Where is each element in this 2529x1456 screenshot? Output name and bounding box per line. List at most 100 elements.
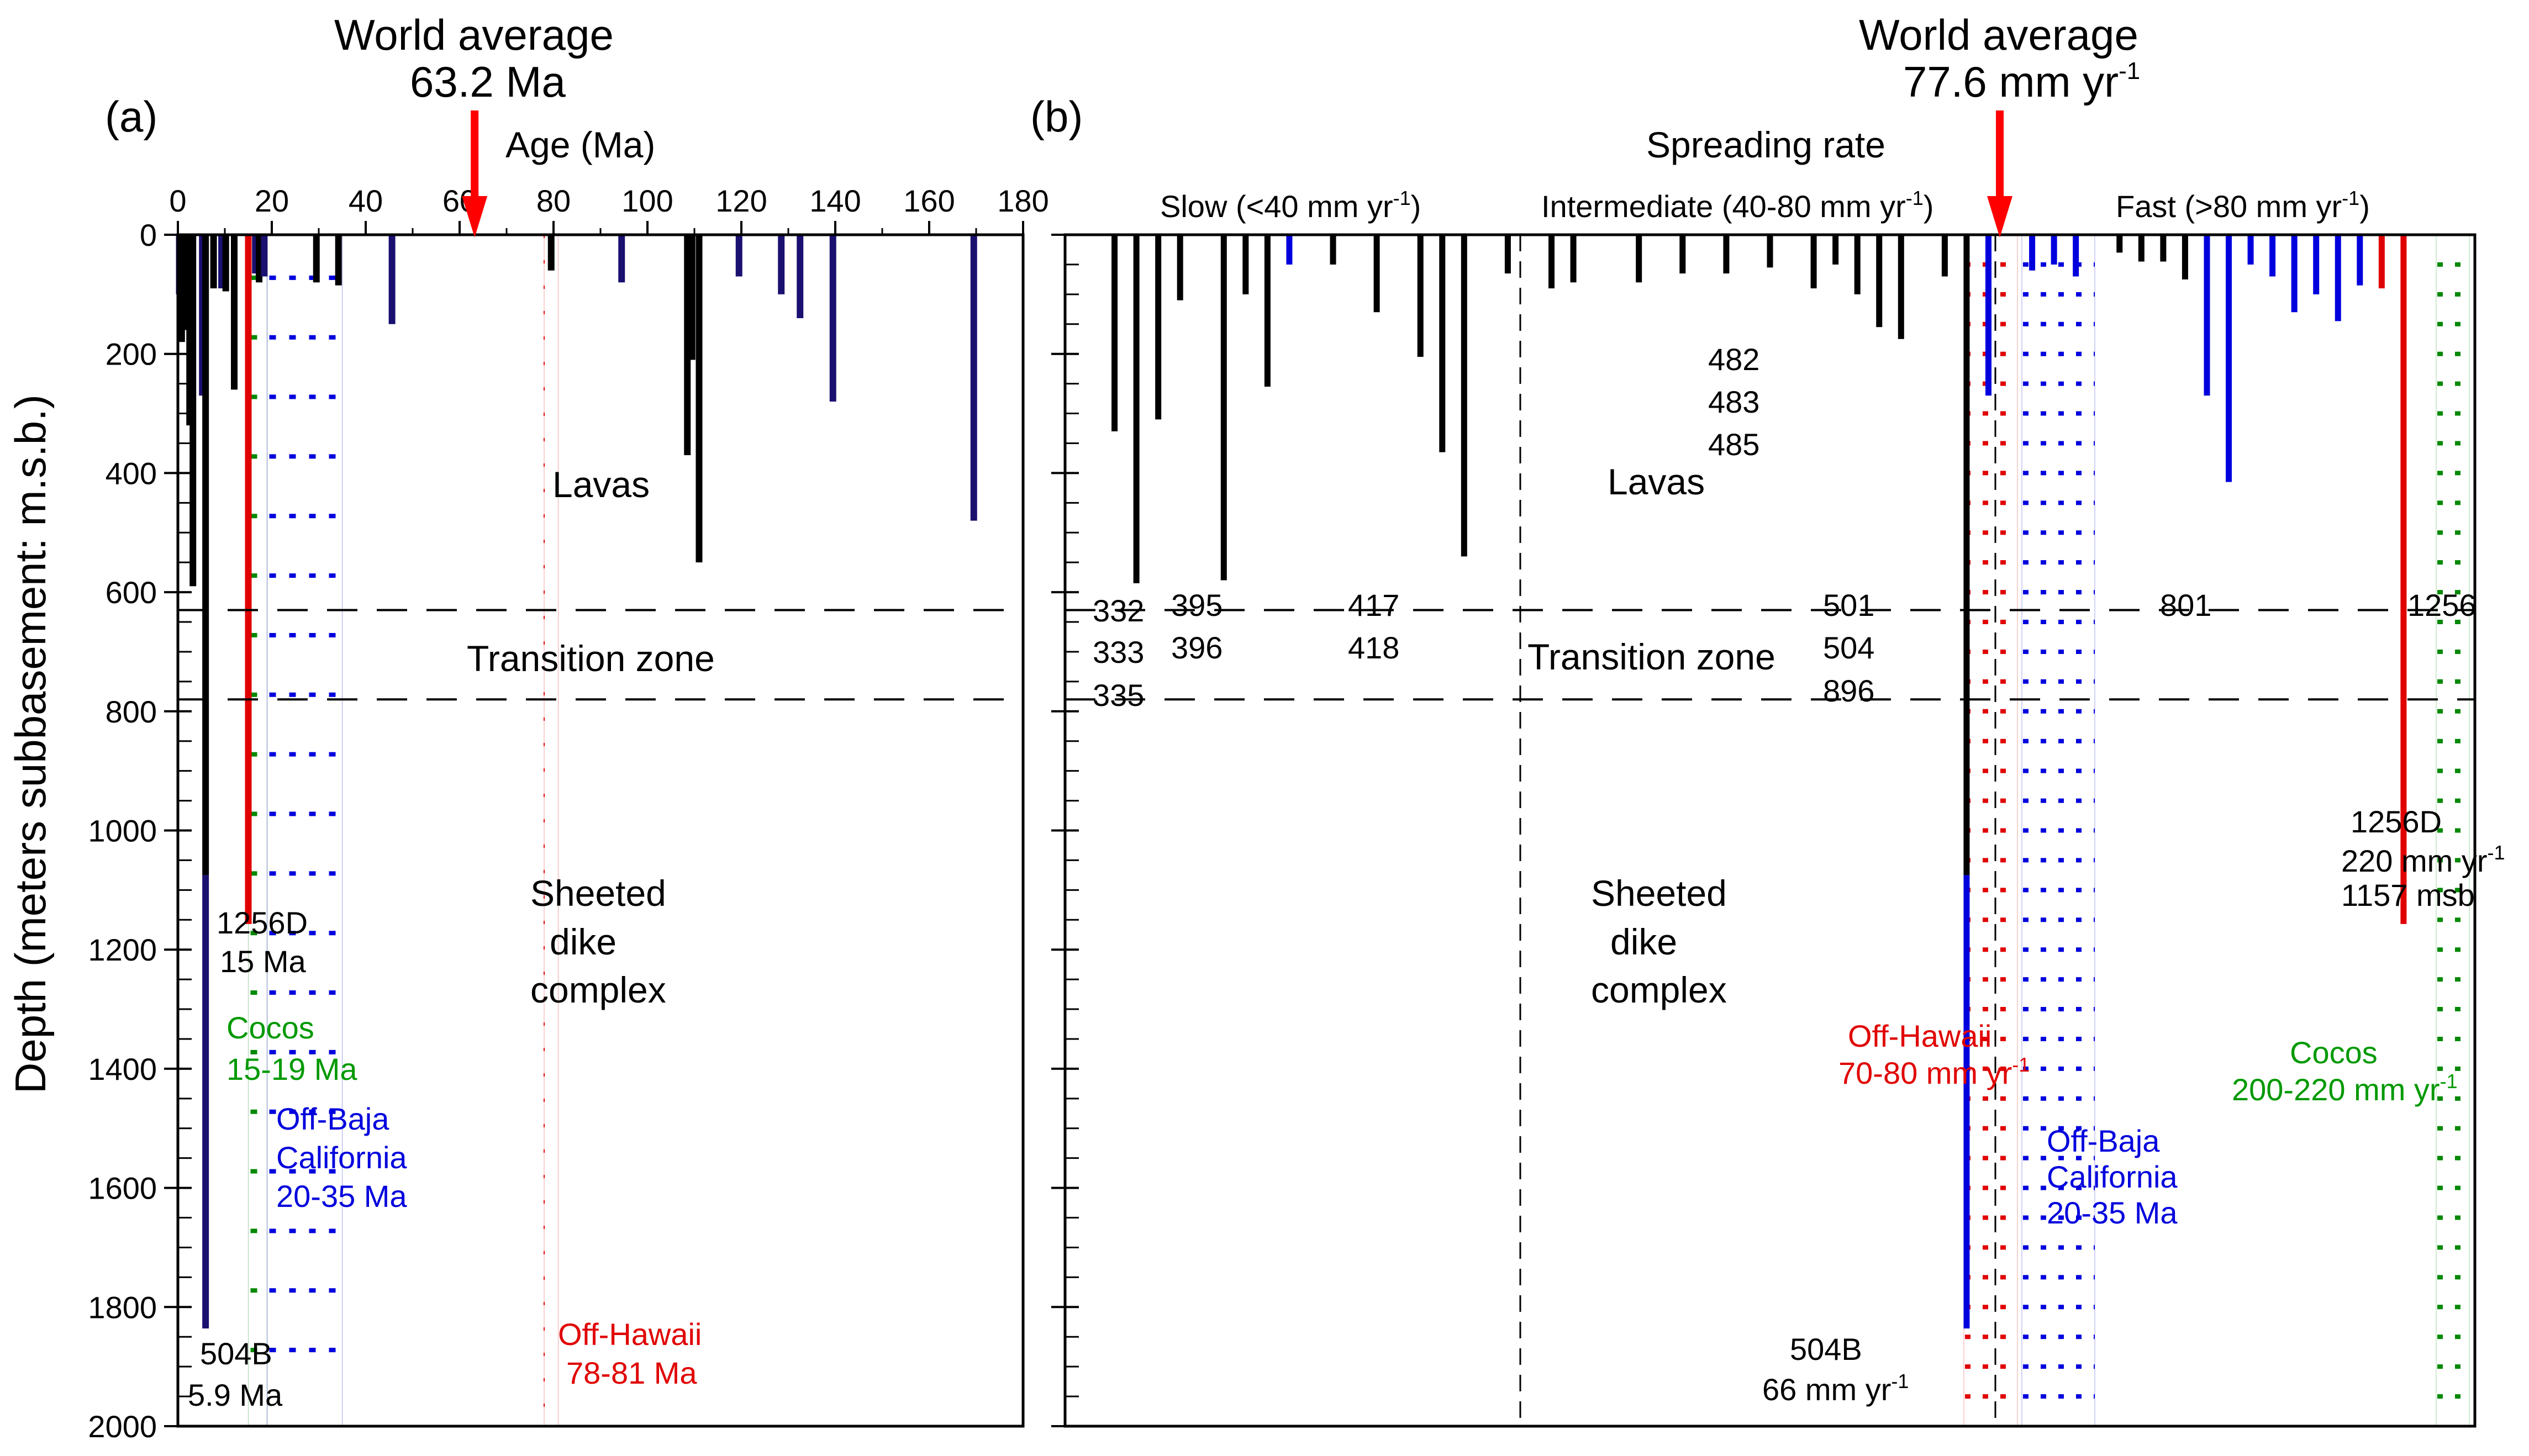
y-axis-label: Depth (meters subbasement: m.s.b.) — [6, 394, 55, 1094]
panel-a-y-ticks: 0 200 400 600 800 1000 1200 1400 1600 1800 2000 — [88, 218, 192, 1444]
b-hole-bar — [2313, 235, 2320, 294]
a-hole-bar — [970, 235, 977, 521]
a-hole-bar — [735, 235, 742, 277]
b-hole-bar — [1810, 235, 1817, 289]
panel-a-504b-label: 504B — [200, 1336, 272, 1371]
panel-b-1256d-label: 1256D — [2351, 804, 2442, 839]
panel-b-world-average-title: World average — [1859, 10, 2138, 59]
site-label-501: 501 — [1823, 588, 1874, 623]
y-tick-label: 1800 — [88, 1290, 157, 1325]
panel-b-x-axis-label: Spreading rate — [1646, 124, 1885, 165]
panel-b-label: (b) — [1030, 92, 1083, 141]
panel-b-hawaii-rate: 70-80 mm yr-1 — [1838, 1053, 2030, 1090]
a-hole-bar — [778, 235, 785, 294]
b-hole-bar — [1570, 235, 1577, 283]
a-hole-bar — [547, 235, 555, 271]
y-tick-label: 1400 — [88, 1052, 157, 1086]
b-hole-bar — [1985, 235, 1991, 396]
b-hole-bar — [2138, 235, 2145, 262]
panel-b-hawaii-label: Off-Hawaii — [1848, 1019, 1991, 1053]
panel-b-sdc-label-2: dike — [1610, 921, 1677, 962]
category-fast-label: Fast (>80 mm yr-1) — [2116, 187, 2370, 224]
b-hole-bar — [2204, 235, 2210, 396]
panel-a-target-ranges — [248, 235, 559, 1426]
panel-b-baja-label-2: California — [2047, 1159, 2178, 1194]
panel-a-world-average-value: 63.2 Ma — [410, 57, 566, 106]
a-hole-bar — [210, 235, 217, 289]
panel-a-sdc-label-1: Sheeted — [530, 873, 666, 914]
site-label-485: 485 — [1708, 427, 1759, 462]
site-label-896: 896 — [1823, 673, 1874, 708]
a-hole-bar — [797, 235, 804, 318]
b-hole-bar — [1439, 235, 1446, 452]
a-hole-bar — [688, 235, 696, 360]
b-hole-bar — [1898, 235, 1904, 339]
b-hole-bar — [2073, 235, 2079, 277]
b-hole-bar — [2269, 235, 2276, 277]
b-hole-bar — [1767, 235, 1773, 268]
b-hole-bar — [2247, 235, 2254, 265]
panel-a-world-average-title: World average — [334, 10, 614, 59]
panel-b-504b-label: 504B — [1790, 1332, 1862, 1367]
b-hole-bar — [2029, 235, 2036, 271]
panel-b-sdc-label-3: complex — [1591, 969, 1727, 1010]
b-hole-bar — [1679, 235, 1686, 274]
site-label-483: 483 — [1708, 384, 1759, 419]
panel-a-world-average-arrow — [462, 110, 488, 238]
b-hole-bar — [2378, 235, 2385, 289]
panel-a-transition-label: Transition zone — [467, 638, 715, 679]
b-hole-bar — [1373, 235, 1380, 313]
b-hole-bar — [1417, 235, 1424, 357]
b-hole-bar — [2291, 235, 2298, 313]
x-tick-label: 120 — [715, 183, 767, 218]
y-tick-label: 1200 — [88, 932, 157, 967]
panel-b-lavas-label: Lavas — [1608, 461, 1705, 502]
site-label-417: 417 — [1348, 588, 1399, 623]
site-label-1256: 1256 — [2407, 588, 2477, 623]
panel-a-baja-age: 20-35 Ma — [276, 1179, 407, 1214]
panel-b-world-average-value: 77.6 mm yr-1 — [1903, 57, 2140, 106]
panel-b-sdc-label-1: Sheeted — [1591, 873, 1727, 914]
site-label-801: 801 — [2160, 588, 2211, 623]
panel-b: (b) World average 77.6 mm yr-1 Spreading… — [1030, 10, 2505, 1428]
x-tick-label: 80 — [536, 183, 571, 218]
site-label-335: 335 — [1093, 678, 1144, 713]
a-hole-bar-1256D — [245, 235, 252, 924]
site-label-333: 333 — [1093, 635, 1144, 669]
y-tick-label: 1600 — [88, 1171, 157, 1206]
panel-a-baja-label-2: California — [276, 1140, 407, 1175]
b-hole-bar — [1504, 235, 1511, 274]
a-hole-bar — [618, 235, 625, 283]
b-hole-bar — [2335, 235, 2341, 321]
b-hole-bar — [1286, 235, 1293, 265]
site-label-395: 395 — [1171, 588, 1223, 623]
y-tick-label: 2000 — [88, 1409, 157, 1444]
b-hole-bar — [2116, 235, 2123, 253]
y-tick-label: 600 — [106, 575, 157, 610]
panel-b-bars — [1111, 235, 2407, 1329]
panel-a-zone-lines — [178, 609, 1023, 701]
panel-a-hawaii-age: 78-81 Ma — [566, 1355, 697, 1390]
b-hole-bar — [2357, 235, 2363, 286]
b-hole-bar — [1548, 235, 1555, 289]
b-hole-bar — [1242, 235, 1249, 294]
y-tick-label: 200 — [106, 337, 157, 372]
panel-a-baja-label-1: Off-Baja — [276, 1101, 389, 1136]
panel-a-sdc-label-3: complex — [530, 969, 666, 1010]
b-hole-bar-504B — [1963, 235, 1970, 875]
category-intermediate-label: Intermediate (40-80 mm yr-1) — [1541, 187, 1933, 224]
a-hole-bar — [256, 235, 263, 283]
a-hole-bar — [222, 235, 229, 292]
b-hole-bar — [1461, 235, 1467, 557]
panel-b-transition-label: Transition zone — [1527, 636, 1775, 677]
x-tick-label: 100 — [621, 183, 673, 218]
b-hole-bar — [1941, 235, 1948, 277]
panel-b-1256d-rate: 220 mm yr-1 — [2341, 841, 2505, 878]
panel-a-cocos-age: 15-19 Ma — [226, 1052, 357, 1086]
a-hole-bar — [261, 235, 268, 277]
site-label-396: 396 — [1171, 630, 1223, 665]
panel-b-1256d-depth: 1157 msb — [2341, 878, 2475, 912]
b-hole-bar — [1133, 235, 1140, 583]
b-hole-bar — [1854, 235, 1861, 294]
panel-a: (a) World average 63.2 Ma Age (Ma) Depth… — [6, 10, 1049, 1444]
